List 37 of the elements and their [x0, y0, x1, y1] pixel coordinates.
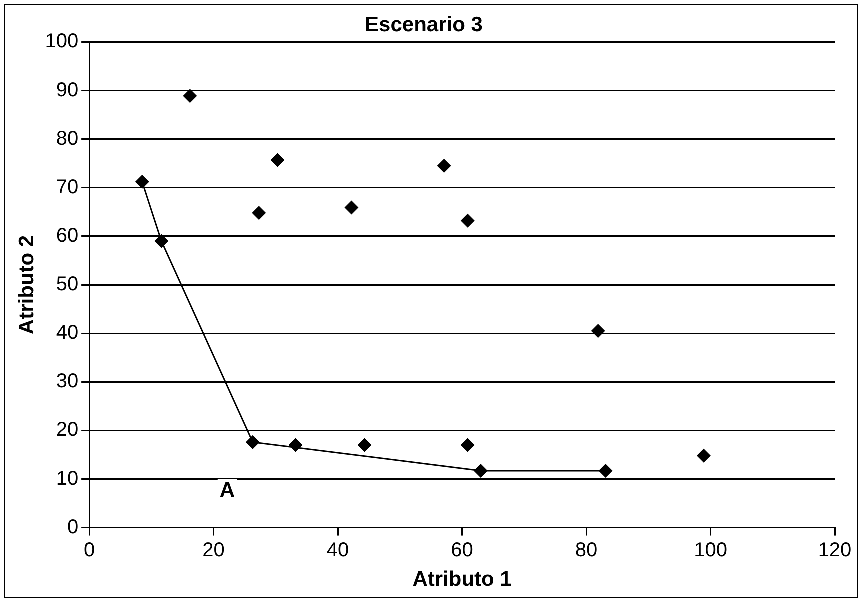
chart-title: Escenario 3	[365, 13, 483, 36]
point	[246, 435, 260, 450]
y-tick-label: 50	[56, 274, 79, 296]
point	[696, 448, 711, 463]
y-tick-label: 100	[45, 30, 79, 53]
y-tick-label: 60	[56, 224, 79, 247]
y-tick-label: 0	[67, 516, 79, 538]
point	[183, 89, 198, 104]
x-tick-label: 120	[818, 539, 852, 562]
y-tick-label: 10	[56, 468, 79, 490]
point	[437, 159, 452, 174]
point	[154, 234, 169, 248]
x-tick-label: 80	[575, 539, 598, 562]
point	[598, 464, 613, 478]
y-tick-label: 80	[56, 128, 79, 150]
point	[270, 153, 285, 168]
x-tick-label: 0	[84, 539, 96, 562]
point	[591, 324, 606, 338]
x-tick-label: 40	[326, 539, 350, 562]
point	[358, 438, 372, 452]
x-axis-title: Atributo 1	[412, 568, 512, 592]
y-tick-label: 20	[56, 419, 79, 442]
point	[460, 214, 475, 228]
y-tick-label: 70	[56, 176, 79, 198]
y-axis-title: Atributo 2	[15, 235, 38, 335]
point	[460, 438, 475, 452]
x-tick-label: 100	[694, 539, 728, 562]
point	[474, 464, 488, 478]
annotation: A	[220, 479, 236, 502]
point	[252, 206, 266, 220]
x-tick-label: 60	[451, 539, 474, 562]
x-tick-label: 20	[202, 539, 225, 562]
y-tick-label: 40	[56, 322, 79, 344]
point	[344, 200, 359, 215]
y-tick-label: 90	[56, 79, 79, 102]
y-tick-label: 30	[56, 370, 79, 393]
point	[135, 175, 150, 190]
